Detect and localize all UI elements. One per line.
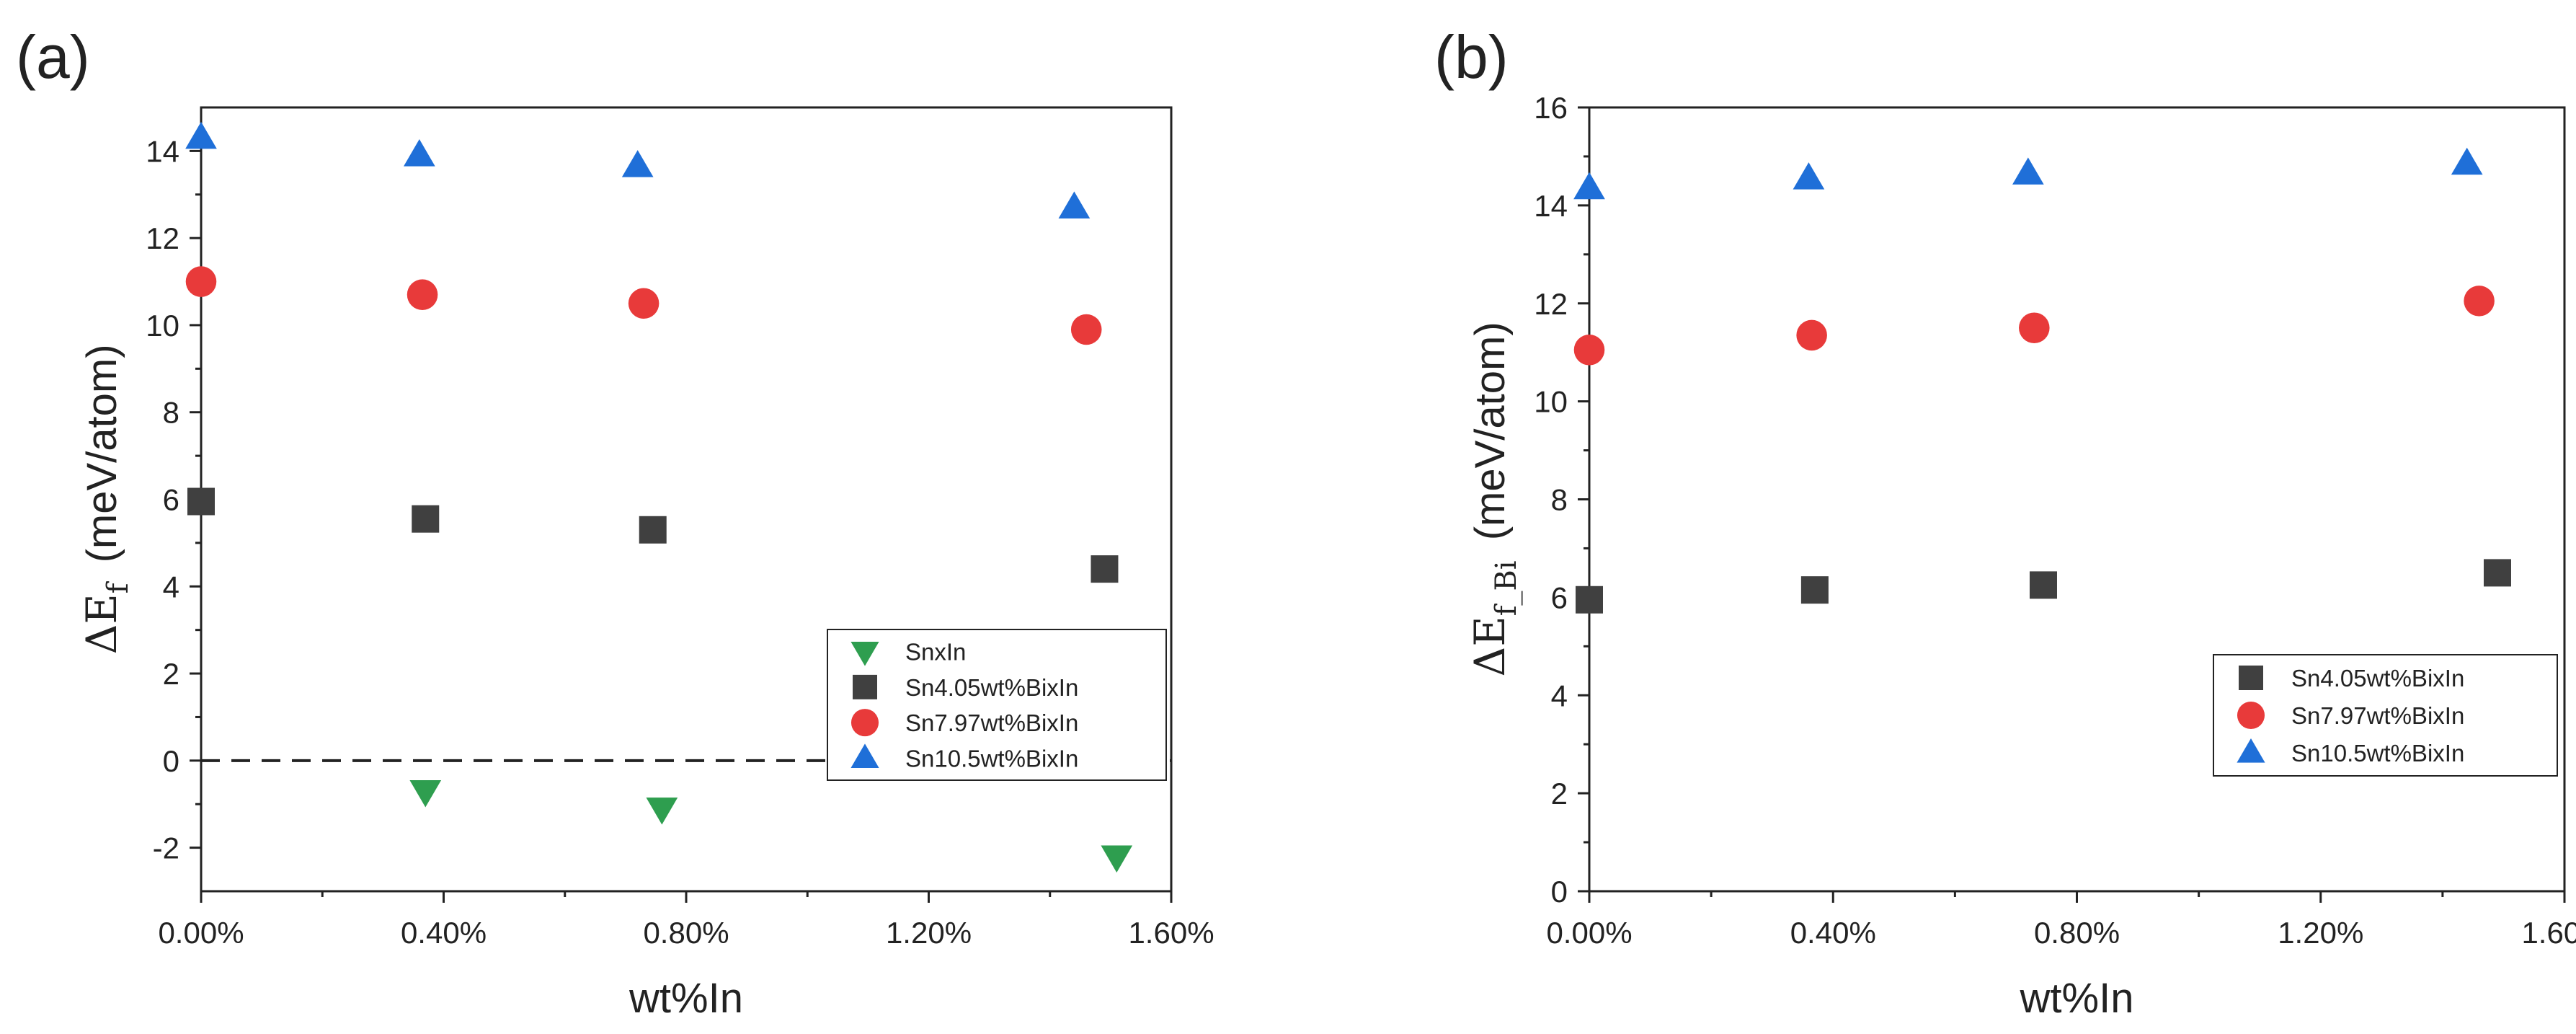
y-tick-label: 12: [146, 221, 179, 255]
data-point: [409, 779, 442, 808]
legend-label: Sn7.97wt%BixIn: [2291, 702, 2464, 729]
x-tick-label: 1.60%: [1128, 916, 1214, 950]
series-Sn10.5wt%BixIn: [1573, 147, 2483, 200]
panel-label: (a): [16, 23, 90, 91]
legend-marker: [850, 743, 879, 768]
legend-marker: [850, 642, 879, 666]
legend-marker: [2237, 701, 2265, 730]
y-axis-label-main: ΔE: [77, 593, 126, 654]
legend-label: Sn10.5wt%BixIn: [2291, 740, 2464, 766]
x-tick-label: 1.20%: [2278, 916, 2363, 950]
y-tick-label: 14: [1534, 189, 1568, 223]
y-tick-label: 4: [163, 570, 179, 604]
y-tick-label: 0: [1551, 875, 1568, 909]
x-tick-label: 0.40%: [401, 916, 487, 950]
series-Sn4.05wt%BixIn: [187, 487, 1119, 583]
y-tick-label: 4: [1551, 679, 1568, 712]
data-point: [1796, 319, 1827, 351]
legend-marker: [2237, 738, 2265, 763]
legend-marker: [853, 674, 877, 699]
data-point: [187, 487, 215, 516]
x-tick-label: 1.20%: [886, 916, 972, 950]
data-point: [646, 797, 678, 825]
data-point: [621, 150, 654, 177]
y-tick-label: -2: [153, 831, 179, 865]
x-tick-label: 0.00%: [1546, 916, 1632, 950]
data-point: [1576, 586, 1603, 614]
y-tick-label: 6: [163, 483, 179, 517]
legend-box: [827, 629, 1167, 781]
y-tick-label: 0: [163, 744, 179, 778]
x-tick-label: 0.00%: [158, 916, 244, 950]
legend-label: SnxIn: [905, 639, 966, 666]
y-tick-label: 8: [1551, 483, 1568, 517]
data-point: [628, 288, 659, 319]
x-tick-label: 0.40%: [1790, 916, 1876, 950]
data-point: [639, 516, 667, 544]
data-point: [1573, 172, 1605, 200]
data-point: [2464, 286, 2495, 317]
legend: Sn4.05wt%BixIn Sn7.97wt%BixIn Sn10.5wt%Bix…: [2213, 654, 2558, 777]
series-Sn4.05wt%BixIn: [1576, 559, 2511, 614]
series-SnxIn: [409, 779, 1133, 873]
y-axis-label-main: ΔE: [1465, 616, 1514, 676]
y-tick-label: 16: [1534, 91, 1568, 125]
x-tick-label: 1.60%: [2521, 916, 2576, 950]
y-axis-label: ΔEf (meV/atom): [77, 344, 135, 654]
series-Sn7.97wt%BixIn: [1573, 286, 2495, 366]
data-point: [407, 279, 438, 310]
data-point: [1101, 845, 1133, 873]
data-point: [185, 266, 217, 297]
legend-box: [2213, 654, 2558, 777]
y-tick-label: 10: [1534, 385, 1568, 419]
legend-label: Sn7.97wt%BixIn: [905, 710, 1078, 736]
y-tick-label: 8: [163, 396, 179, 430]
panel-b: (b) 0.00% 0.40% 0.80% 1.20% 1.60% 0 2 4 6 8 10 12 14 1…: [1434, 23, 2576, 1022]
x-tick-label: 0.80%: [2034, 916, 2120, 950]
series-Sn7.97wt%BixIn: [185, 266, 1102, 345]
y-tick-label: 12: [1534, 287, 1568, 321]
series-Sn10.5wt%BixIn: [185, 121, 1091, 219]
legend-label: Sn4.05wt%BixIn: [905, 674, 1078, 701]
data-point: [185, 121, 217, 149]
data-point: [2483, 559, 2511, 587]
y-tick-label: 14: [146, 134, 179, 168]
data-point: [2451, 147, 2483, 175]
legend: SnxIn Sn4.05wt%BixIn Sn7.97wt%BixIn Sn10.5w…: [827, 629, 1167, 781]
data-point: [1793, 162, 1825, 190]
y-axis-label-subscript: f_Bi: [1490, 560, 1523, 616]
data-point: [2012, 157, 2044, 185]
y-axis-label-subscript: f: [102, 580, 135, 593]
y-tick-label: 2: [163, 657, 179, 691]
y-axis-label-unit: (meV/atom): [79, 344, 125, 574]
data-point: [1573, 335, 1605, 366]
y-axis-label-unit: (meV/atom): [1467, 322, 1514, 552]
y-tick-label: 10: [146, 309, 179, 343]
data-point: [412, 505, 440, 533]
y-axis-label: ΔEf_Bi (meV/atom): [1465, 322, 1523, 676]
y-tick-label: 6: [1551, 580, 1568, 614]
x-tick-label: 0.80%: [643, 916, 729, 950]
panel-label: (b): [1434, 23, 1509, 91]
legend-marker: [850, 709, 879, 737]
data-point: [1800, 576, 1829, 604]
data-point: [2029, 571, 2057, 599]
x-axis-label: wt%In: [629, 975, 743, 1022]
panel-a: (a) 0.00% 0.40% 0.80% 1.20% 1.60% -2 0 2 4 6 8 10 12 1…: [16, 23, 1214, 1022]
x-axis-label: wt%In: [2020, 975, 2134, 1022]
data-point: [2019, 312, 2050, 343]
data-point: [1070, 314, 1102, 345]
y-tick-label: 2: [1551, 777, 1568, 810]
legend-label: Sn4.05wt%BixIn: [2291, 665, 2464, 691]
legend-label: Sn10.5wt%BixIn: [905, 745, 1078, 772]
legend-marker: [2239, 666, 2263, 690]
data-point: [1091, 555, 1119, 583]
data-point: [404, 139, 435, 167]
data-point: [1058, 191, 1091, 219]
